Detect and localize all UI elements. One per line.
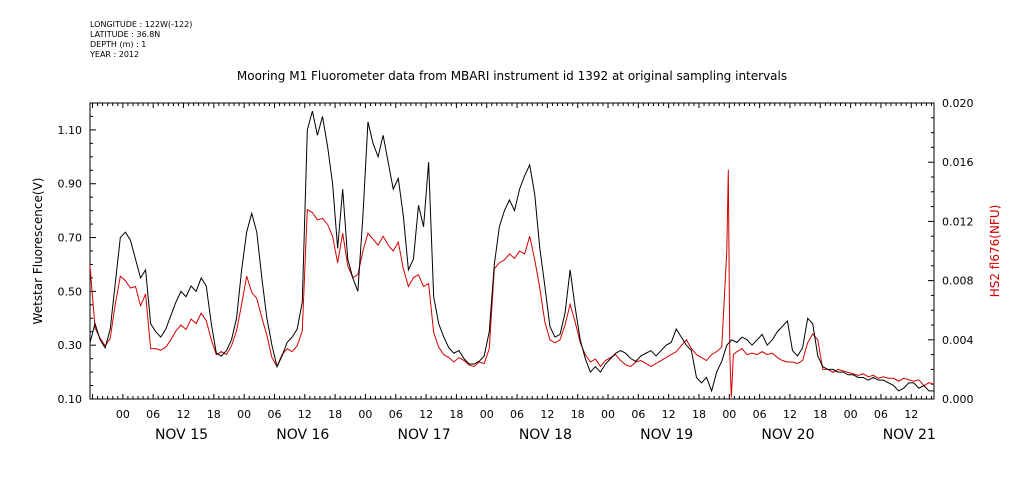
y-right-tick-label: 0.004 bbox=[942, 334, 974, 347]
x-tick-label: 06 bbox=[753, 408, 767, 421]
plot-axes: 00 06 12 18 00 06 12 18 00 06 12 18 00 06 12 18 00 06 12 18… bbox=[58, 97, 974, 443]
x-tick-label: 12 bbox=[419, 408, 433, 421]
x-day-label: NOV 17 bbox=[398, 427, 451, 443]
x-tick-label: 12 bbox=[783, 408, 797, 421]
x-tick-label: 18 bbox=[813, 408, 827, 421]
x-tick-label: 00 bbox=[237, 408, 251, 421]
y-right-tick-label: 0.016 bbox=[942, 156, 974, 169]
mooring-metadata: LONGITUDE : 122W(-122) LATITUDE : 36.8N … bbox=[90, 20, 192, 60]
x-tick-label: 12 bbox=[176, 408, 190, 421]
x-tick-label: 06 bbox=[267, 408, 281, 421]
y-left-tick-label: 0.30 bbox=[58, 339, 83, 352]
y-right-tick-label: 0.012 bbox=[942, 215, 974, 228]
x-tick-label: 00 bbox=[480, 408, 494, 421]
x-tick-label: 12 bbox=[298, 408, 312, 421]
x-tick-label: 00 bbox=[844, 408, 858, 421]
x-tick-label: 06 bbox=[146, 408, 160, 421]
y-right-tick-label: 0.008 bbox=[942, 275, 974, 288]
x-day-label: NOV 15 bbox=[155, 427, 208, 443]
longitude-text: LONGITUDE : 122W(-122) bbox=[90, 20, 193, 29]
x-day-label: NOV 21 bbox=[883, 427, 936, 443]
x-tick-label: 18 bbox=[328, 408, 342, 421]
x-tick-label: 12 bbox=[662, 408, 676, 421]
hs2-fl676-line bbox=[89, 169, 935, 398]
chart-title: Mooring M1 Fluorometer data from MBARI i… bbox=[237, 69, 787, 83]
x-tick-label: 06 bbox=[874, 408, 888, 421]
y-left-tick-label: 0.50 bbox=[58, 285, 83, 298]
x-tick-label: 18 bbox=[571, 408, 585, 421]
x-tick-label: 18 bbox=[207, 408, 221, 421]
x-tick-label: 06 bbox=[389, 408, 403, 421]
y-left-tick-label: 0.90 bbox=[58, 178, 83, 191]
x-tick-label: 12 bbox=[540, 408, 554, 421]
y-left-tick-label: 0.10 bbox=[58, 393, 83, 406]
x-tick-label: 00 bbox=[722, 408, 736, 421]
y-right-tick-label: 0.020 bbox=[942, 97, 974, 110]
x-tick-label: 06 bbox=[631, 408, 645, 421]
right-axis-label: HS2 fl676(NFU) bbox=[988, 205, 1002, 298]
x-day-label: NOV 16 bbox=[276, 427, 329, 443]
x-day-label: NOV 20 bbox=[761, 427, 814, 443]
x-day-label: NOV 19 bbox=[640, 427, 693, 443]
x-tick-label: 06 bbox=[510, 408, 524, 421]
y-right-tick-label: 0.000 bbox=[942, 393, 974, 406]
depth-text: DEPTH (m) : 1 bbox=[90, 40, 147, 49]
series-layer bbox=[89, 110, 935, 398]
x-tick-label: 00 bbox=[116, 408, 130, 421]
x-tick-label: 18 bbox=[692, 408, 706, 421]
y-left-tick-label: 0.70 bbox=[58, 232, 83, 245]
x-tick-label: 00 bbox=[358, 408, 372, 421]
left-axis-label: Wetstar Fluorescence(V) bbox=[31, 178, 45, 325]
latitude-text: LATITUDE : 36.8N bbox=[90, 30, 161, 39]
y-left-tick-label: 1.10 bbox=[58, 124, 83, 137]
x-tick-label: 12 bbox=[904, 408, 918, 421]
x-day-label: NOV 18 bbox=[519, 427, 572, 443]
wetstar-fluorescence-line bbox=[89, 110, 934, 393]
x-tick-label: 18 bbox=[449, 408, 463, 421]
x-tick-label: 00 bbox=[601, 408, 615, 421]
year-text: YEAR : 2012 bbox=[90, 50, 140, 59]
